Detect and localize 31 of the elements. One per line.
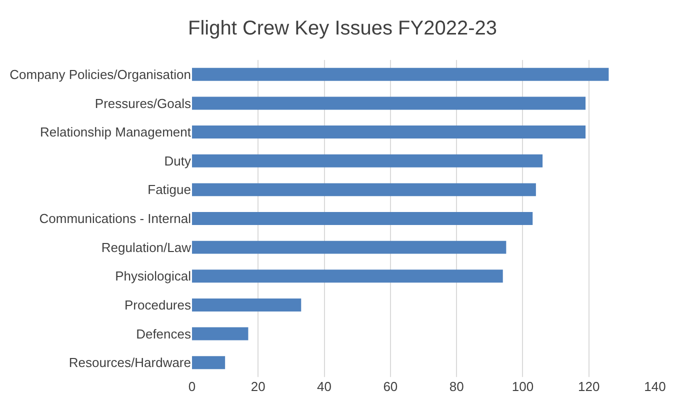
bar bbox=[192, 183, 536, 196]
y-tick-label: Fatigue bbox=[148, 182, 191, 198]
x-tick-label: 0 bbox=[188, 379, 196, 394]
y-tick-label: Communications - Internal bbox=[39, 211, 192, 226]
y-tick-label: Procedures bbox=[124, 298, 192, 312]
bar bbox=[192, 212, 533, 225]
x-tick-label: 60 bbox=[383, 379, 398, 394]
bar bbox=[192, 68, 609, 81]
y-tick-label: Relationship Management bbox=[40, 124, 192, 140]
bar bbox=[192, 270, 503, 283]
y-tick-label: Duty bbox=[164, 153, 192, 168]
x-tick-label: 80 bbox=[449, 379, 464, 394]
bar bbox=[192, 356, 226, 370]
bar bbox=[192, 298, 302, 312]
bar bbox=[192, 327, 248, 340]
x-tick-label: 140 bbox=[644, 379, 666, 394]
bar bbox=[192, 240, 506, 254]
y-tick-label: Defences bbox=[136, 326, 192, 342]
x-tick-label: 120 bbox=[578, 379, 600, 394]
x-tick-label: 100 bbox=[512, 379, 534, 394]
bar bbox=[192, 126, 586, 139]
chart-title: Flight Crew Key Issues FY2022-23 bbox=[188, 17, 498, 40]
y-tick-label: Resources/Hardware bbox=[68, 355, 191, 370]
bar bbox=[192, 154, 543, 168]
y-tick-label: Pressures/Goals bbox=[94, 96, 192, 111]
y-tick-label: Company Policies/Organisation bbox=[10, 66, 191, 82]
bar bbox=[192, 96, 586, 110]
x-tick-label: 40 bbox=[317, 379, 332, 394]
x-tick-label: 20 bbox=[250, 379, 266, 394]
y-tick-label: Physiological bbox=[115, 268, 192, 284]
y-tick-label: Regulation/Law bbox=[101, 240, 192, 255]
